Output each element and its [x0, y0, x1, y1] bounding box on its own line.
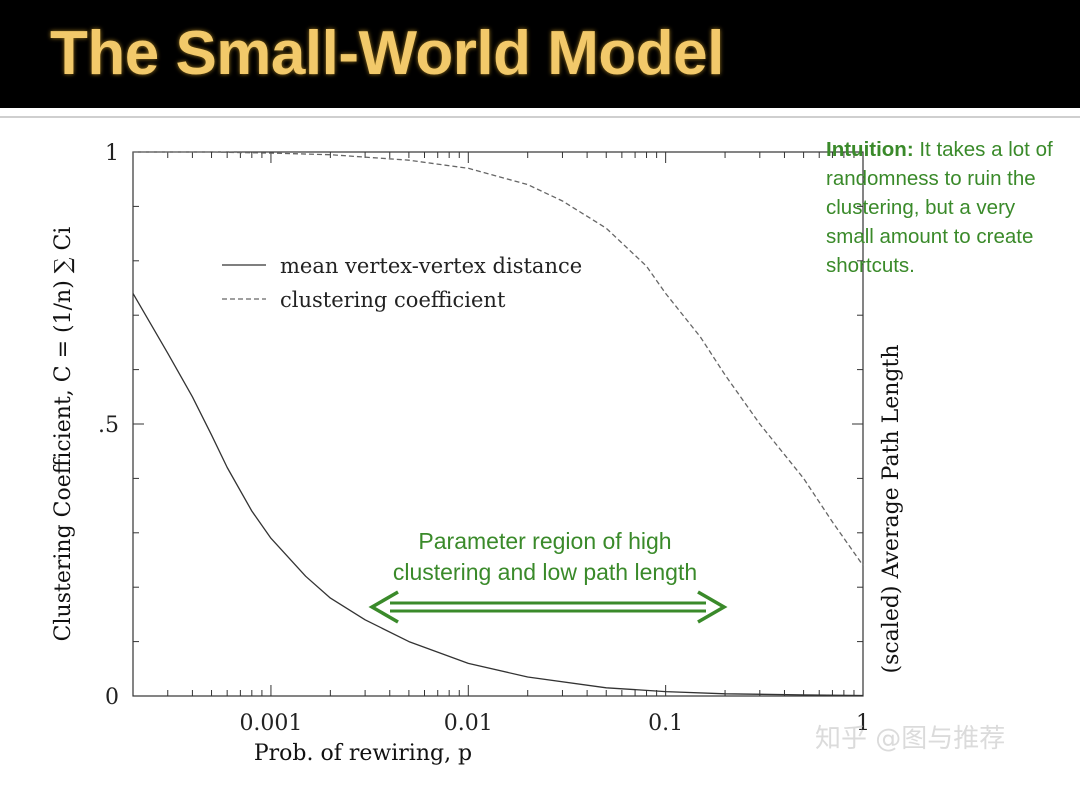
y-axis-label: Clustering Coefficient, C = (1/n) ∑ Ci: [51, 227, 76, 642]
parameter-region-label: Parameter region of high clustering and …: [340, 526, 750, 588]
slide-title: The Small-World Model: [50, 19, 724, 88]
legend-label-2: clustering coefficient: [280, 288, 506, 312]
intuition-text: It takes a lot of randomness to ruin the…: [826, 138, 1053, 277]
intuition-note: Intuition: It takes a lot of randomness …: [826, 135, 1066, 280]
region-arrow-head-right: [697, 590, 728, 624]
x-tick-label: 1: [856, 711, 870, 736]
series-line-2: [133, 151, 864, 566]
y-axis-label-right: (scaled) Average Path Length: [879, 344, 904, 673]
x-tick-label: 0.01: [444, 711, 493, 736]
intuition-label: Intuition:: [826, 138, 914, 161]
legend-label-1: mean vertex-vertex distance: [280, 254, 582, 278]
region-arrow-head-left: [368, 590, 399, 624]
x-tick-label: 0.001: [239, 711, 302, 736]
x-tick-label: 0.1: [648, 711, 683, 736]
y-tick-label: .5: [98, 413, 119, 438]
y-tick-label: 0: [105, 685, 119, 710]
x-axis-label: Prob. of rewiring, p: [254, 741, 472, 766]
title-divider-shadow: [0, 116, 1080, 118]
region-label-line-1: Parameter region of high: [418, 528, 672, 554]
region-label-line-2: clustering and low path length: [392, 559, 698, 585]
y-tick-label: 1: [105, 141, 119, 166]
title-divider: [0, 108, 1080, 112]
plot-frame: [132, 151, 864, 697]
title-bar: The Small-World Model: [0, 0, 1080, 108]
watermark: 知乎 @图与推荐: [815, 724, 1006, 754]
series-line-1: [132, 293, 864, 697]
